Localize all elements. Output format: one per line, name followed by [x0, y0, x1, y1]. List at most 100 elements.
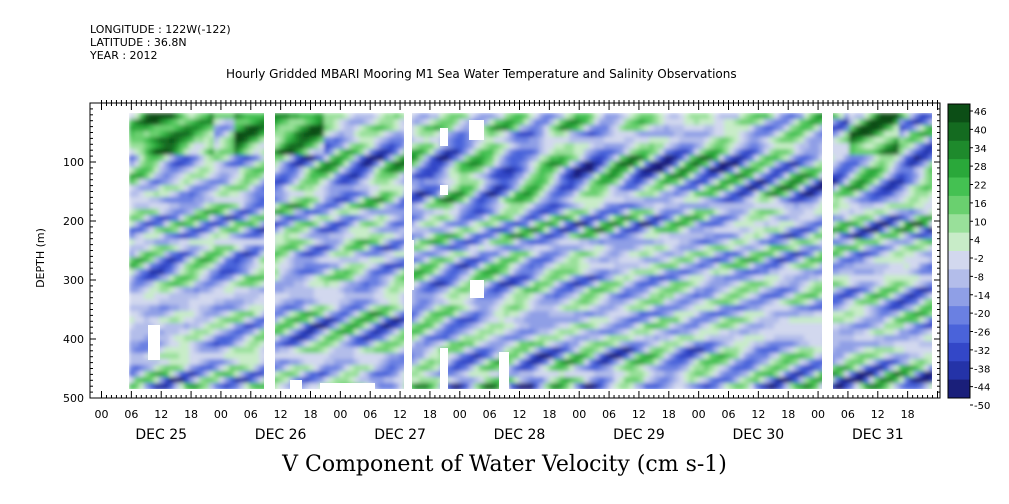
heatmap-cell [204, 347, 210, 354]
heatmap-cell [474, 143, 480, 150]
heatmap-cell [509, 347, 515, 354]
heatmap-cell [599, 125, 605, 132]
heatmap-cell [239, 143, 245, 150]
heatmap-cell [639, 131, 645, 138]
heatmap-cell [399, 131, 405, 138]
heatmap-cell [324, 329, 330, 336]
heatmap-cell [484, 113, 490, 120]
heatmap-cell [589, 203, 595, 210]
heatmap-cell [444, 329, 450, 336]
heatmap-cell [134, 323, 140, 330]
heatmap-cell [494, 371, 500, 378]
heatmap-cell [569, 305, 575, 312]
heatmap-cell [399, 119, 405, 126]
heatmap-cell [354, 167, 360, 174]
heatmap-cell [669, 191, 675, 198]
heatmap-cell [419, 251, 425, 258]
heatmap-cell [444, 299, 450, 306]
heatmap-cell [624, 335, 630, 342]
heatmap-cell [479, 161, 485, 168]
heatmap-cell [484, 215, 490, 222]
heatmap-cell [499, 263, 505, 270]
heatmap-cell [189, 209, 195, 216]
heatmap-cell [419, 233, 425, 240]
heatmap-cell [374, 383, 380, 390]
heatmap-cell [644, 377, 650, 384]
heatmap-cell [159, 239, 165, 246]
heatmap-cell [594, 353, 600, 360]
heatmap-cell [154, 245, 160, 252]
heatmap-cell [279, 293, 285, 300]
heatmap-cell [494, 239, 500, 246]
heatmap-cell [489, 293, 495, 300]
heatmap-cell [399, 137, 405, 144]
heatmap-cell [509, 263, 515, 270]
heatmap-cell [499, 185, 505, 192]
heatmap-cell [419, 317, 425, 324]
heatmap-cell [629, 185, 635, 192]
heatmap-cell [164, 149, 170, 156]
heatmap-cell [634, 215, 640, 222]
heatmap-cell [164, 227, 170, 234]
heatmap-cell [204, 137, 210, 144]
heatmap-cell [574, 359, 580, 366]
heatmap-cell [354, 359, 360, 366]
heatmap-cell [384, 233, 390, 240]
heatmap-cell [364, 299, 370, 306]
heatmap-cell [654, 275, 660, 282]
heatmap-cell [204, 263, 210, 270]
heatmap-cell [509, 137, 515, 144]
heatmap-cell [129, 281, 135, 288]
heatmap-cell [204, 221, 210, 228]
heatmap-cell [534, 347, 540, 354]
heatmap-cell [254, 287, 260, 294]
heatmap-cell [289, 287, 295, 294]
heatmap-cell [619, 113, 625, 120]
heatmap-cell [549, 119, 555, 126]
heatmap-cell [159, 227, 165, 234]
heatmap-cell [484, 299, 490, 306]
heatmap-cell [239, 257, 245, 264]
heatmap-cell [359, 227, 365, 234]
heatmap-cell [459, 245, 465, 252]
heatmap-cell [159, 113, 165, 120]
heatmap-cell [174, 173, 180, 180]
heatmap-cell [204, 293, 210, 300]
heatmap-cell [279, 203, 285, 210]
heatmap-cell [229, 197, 235, 204]
heatmap-cell [654, 257, 660, 264]
heatmap-cell [174, 167, 180, 174]
heatmap-cell [289, 275, 295, 282]
heatmap-cell [474, 329, 480, 336]
heatmap-cell [429, 365, 435, 372]
heatmap-cell [544, 161, 550, 168]
heatmap-cell [559, 215, 565, 222]
heatmap-cell [444, 113, 450, 120]
heatmap-cell [644, 317, 650, 324]
heatmap-cell [344, 161, 350, 168]
heatmap-cell [604, 275, 610, 282]
heatmap-cell [399, 125, 405, 132]
heatmap-cell [249, 377, 255, 384]
heatmap-cell [479, 155, 485, 162]
heatmap-cell [539, 209, 545, 216]
heatmap-cell [454, 233, 460, 240]
heatmap-cell [594, 161, 600, 168]
heatmap-cell [139, 347, 145, 354]
heatmap-cell [664, 209, 670, 216]
heatmap-cell [434, 329, 440, 336]
heatmap-cell [354, 269, 360, 276]
heatmap-cell [414, 335, 420, 342]
heatmap-cell [569, 119, 575, 126]
heatmap-cell [424, 113, 430, 120]
heatmap-cell [534, 305, 540, 312]
heatmap-cell [179, 287, 185, 294]
heatmap-cell [224, 359, 230, 366]
heatmap-cell [539, 269, 545, 276]
heatmap-cell [419, 221, 425, 228]
heatmap-cell [594, 269, 600, 276]
heatmap-cell [449, 377, 455, 384]
heatmap-cell [414, 275, 420, 282]
heatmap-cell [474, 335, 480, 342]
heatmap-cell [499, 155, 505, 162]
